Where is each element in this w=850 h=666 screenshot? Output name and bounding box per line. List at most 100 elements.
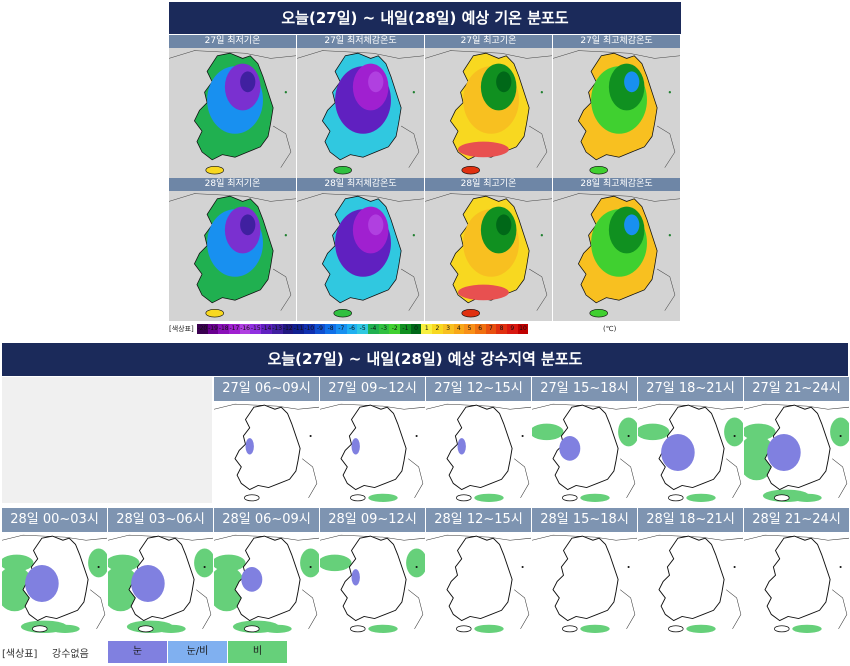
color-scale-swatch: -16: [239, 324, 251, 334]
precipitation-map-image: [320, 401, 425, 504]
precipitation-map: 27일 18~21시: [638, 377, 743, 504]
precipitation-map-label: 28일 18~21시: [638, 508, 743, 532]
precipitation-map-image: [426, 532, 531, 635]
color-scale-label: [색상표]: [169, 325, 194, 333]
precipitation-map: 28일 21~24시: [744, 508, 849, 635]
temperature-map: 28일 최저기온: [169, 178, 296, 321]
precipitation-map-image: [426, 401, 531, 504]
color-scale-swatch: -20: [197, 324, 208, 334]
precipitation-map-image: [214, 401, 319, 504]
color-scale-swatch: 2: [432, 324, 443, 334]
color-scale-unit: (℃): [603, 325, 617, 333]
color-scale-swatch: 1: [421, 324, 433, 334]
precipitation-map-image: [532, 532, 637, 635]
precipitation-map-label: 27일 15~18시: [532, 377, 637, 401]
temperature-map-image: [553, 48, 680, 178]
color-scale-swatch: -6: [346, 324, 358, 334]
color-scale-swatch: -17: [229, 324, 240, 334]
color-scale-swatch: 3: [442, 324, 454, 334]
color-scale-swatch: -14: [261, 324, 272, 334]
precipitation-legend: [색상표] 강수없음 눈 눈/비 비: [2, 641, 302, 663]
precipitation-map: 28일 03~06시: [108, 508, 213, 635]
precipitation-map-label: 27일 21~24시: [744, 377, 849, 401]
temperature-map-grid: 27일 최저기온 27일 최저체감온도 27일 최고기온 27일 최고체감온도 28일 …: [169, 35, 681, 321]
temperature-map-image: [169, 191, 296, 321]
temperature-panel: 오늘(27일) ~ 내일(28일) 예상 기온 분포도 27일 최저기온 27일 …: [169, 2, 681, 334]
color-scale-swatch: -4: [368, 324, 379, 334]
precipitation-map: 28일 15~18시: [532, 508, 637, 635]
temperature-map-image: [169, 48, 296, 178]
color-scale-swatch: -5: [357, 324, 368, 334]
precipitation-title: 오늘(27일) ~ 내일(28일) 예상 강수지역 분포도: [2, 343, 848, 376]
precipitation-map: 28일 12~15시: [426, 508, 531, 635]
precipitation-map: 28일 09~12시: [320, 508, 425, 635]
legend-rain: 비: [228, 641, 287, 663]
precipitation-map-image: [638, 532, 743, 635]
temperature-map: 28일 최고기온: [425, 178, 552, 321]
color-scale-swatch: -11: [293, 324, 304, 334]
precipitation-map-image: [532, 401, 637, 504]
precipitation-map-label: 28일 21~24시: [744, 508, 849, 532]
temperature-map-image: [297, 48, 424, 178]
precipitation-map-label: 28일 00~03시: [2, 508, 107, 532]
precipitation-panel: 오늘(27일) ~ 내일(28일) 예상 강수지역 분포도 27일 06~09시…: [2, 343, 849, 639]
temperature-map-label: 27일 최저기온: [169, 35, 296, 48]
temperature-map-label: 28일 최저체감온도: [297, 178, 424, 191]
precipitation-map-label: 28일 15~18시: [532, 508, 637, 532]
color-scale-swatch: 0: [410, 324, 422, 334]
color-scale-swatch: 5: [464, 324, 475, 334]
color-scale-swatch: -1: [400, 324, 411, 334]
color-scale-swatch: -12: [282, 324, 294, 334]
precipitation-map: 28일 18~21시: [638, 508, 743, 635]
color-scale-swatch: 4: [453, 324, 465, 334]
legend-snow: 눈: [108, 641, 167, 663]
precipitation-map-label: 27일 09~12시: [320, 377, 425, 401]
color-scale-swatch: -9: [314, 324, 326, 334]
color-scale-swatch: -3: [378, 324, 390, 334]
precipitation-map-label: 28일 06~09시: [214, 508, 319, 532]
color-scale-swatch: -13: [271, 324, 283, 334]
color-scale-swatch: -19: [207, 324, 219, 334]
temperature-map-label: 28일 최고체감온도: [553, 178, 680, 191]
temperature-map-label: 27일 최저체감온도: [297, 35, 424, 48]
precipitation-map-label: 28일 09~12시: [320, 508, 425, 532]
precipitation-map-image: [214, 532, 319, 635]
temperature-map-label: 27일 최고기온: [425, 35, 552, 48]
color-scale-swatch: 7: [485, 324, 497, 334]
temperature-map-image: [297, 191, 424, 321]
color-scale-swatches: -20 -19 -18 -17 -16 -15 -14 -13 -12 -11 -10 -9 -8 -7-…: [197, 324, 529, 334]
temperature-map: 27일 최고체감온도: [553, 35, 680, 178]
temperature-map-image: [425, 48, 552, 178]
temperature-map-label: 28일 최저기온: [169, 178, 296, 191]
precipitation-map-label: 27일 12~15시: [426, 377, 531, 401]
precipitation-map: 27일 09~12시: [320, 377, 425, 504]
temperature-map: 27일 최고기온: [425, 35, 552, 178]
precipitation-map-label: 27일 06~09시: [214, 377, 319, 401]
color-scale-swatch: -8: [325, 324, 336, 334]
color-scale-swatch: -2: [389, 324, 401, 334]
precipitation-map: 27일 15~18시: [532, 377, 637, 504]
precipitation-map: 27일 12~15시: [426, 377, 531, 504]
color-scale-swatch: 10: [517, 324, 529, 334]
color-scale-swatch: -18: [218, 324, 230, 334]
precipitation-map-label: 28일 12~15시: [426, 508, 531, 532]
empty-area: [2, 377, 212, 503]
precipitation-map-label: 28일 03~06시: [108, 508, 213, 532]
precipitation-map: 28일 06~09시: [214, 508, 319, 635]
temperature-title: 오늘(27일) ~ 내일(28일) 예상 기온 분포도: [169, 2, 681, 34]
precipitation-map-image: [320, 532, 425, 635]
temperature-map-label: 27일 최고체감온도: [553, 35, 680, 48]
precipitation-map-image: [744, 532, 849, 635]
color-scale-swatch: -7: [335, 324, 347, 334]
precipitation-map-image: [638, 401, 743, 504]
precipitation-map-image: [108, 532, 213, 635]
temperature-map-image: [425, 191, 552, 321]
temperature-map: 27일 최저체감온도: [297, 35, 424, 178]
precipitation-map-image: [744, 401, 849, 504]
temperature-map-image: [553, 191, 680, 321]
color-scale-swatch: -10: [303, 324, 315, 334]
temperature-color-scale: [색상표] -20 -19 -18 -17 -16 -15 -14 -13 -12 -11 -10-…: [169, 324, 681, 336]
precipitation-map: 27일 06~09시: [214, 377, 319, 504]
legend-no-precipitation: 강수없음: [52, 649, 89, 660]
legend-title: [색상표]: [2, 649, 38, 660]
